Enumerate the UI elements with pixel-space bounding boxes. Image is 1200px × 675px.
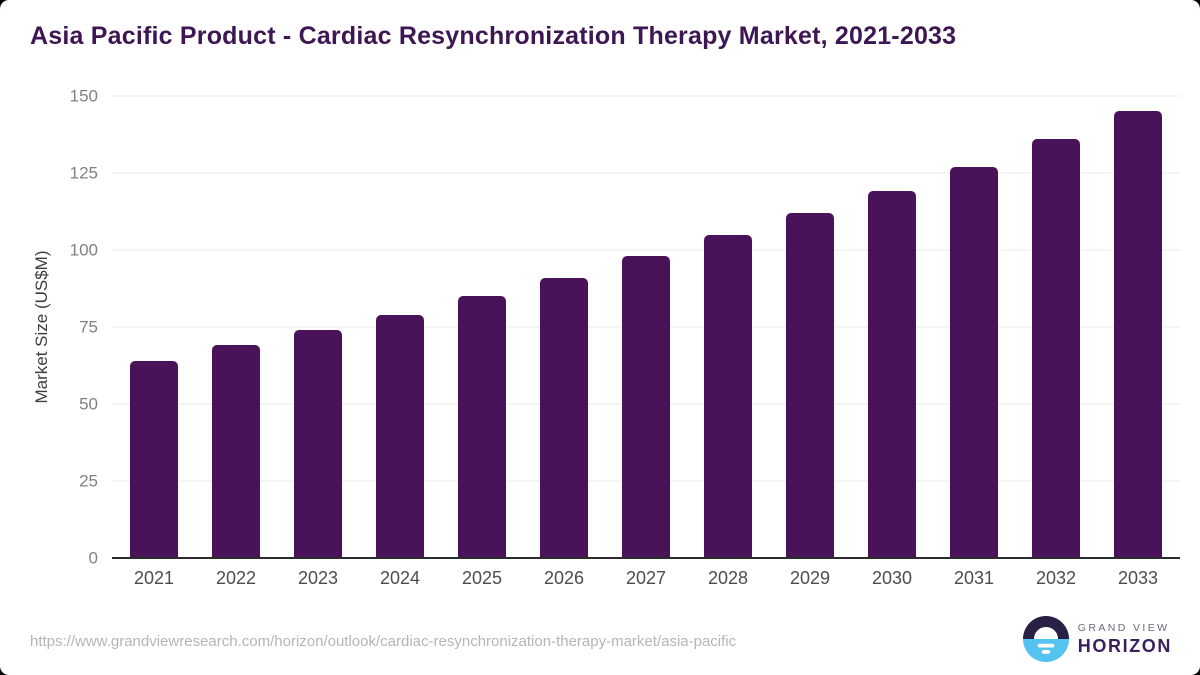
y-tick-75: 75 (79, 317, 98, 337)
x-tick-2024: 2024 (379, 568, 421, 588)
x-tick-2026: 2026 (543, 568, 585, 588)
bar-2029[interactable] (786, 213, 834, 558)
y-tick-50: 50 (79, 394, 98, 414)
y-tick-25: 25 (79, 471, 98, 491)
bar-2026[interactable] (540, 277, 588, 558)
plot-area: 0 25 50 75 100 125 150 (70, 88, 1180, 567)
x-tick-2021: 2021 (133, 568, 175, 588)
y-axis-title: Market Size (US$M) (32, 250, 51, 404)
bar-2031[interactable] (950, 166, 998, 558)
x-tick-2028: 2028 (707, 568, 749, 588)
logo-text: GRAND VIEW HORIZON (1078, 622, 1172, 657)
x-tick-2031: 2031 (953, 568, 995, 588)
source-url: https://www.grandviewresearch.com/horizo… (30, 633, 737, 650)
x-axis-baseline (112, 557, 1180, 559)
x-tick-2022: 2022 (215, 568, 257, 588)
chart-title: Asia Pacific Product - Cardiac Resynchro… (30, 22, 957, 50)
y-tick-125: 125 (69, 163, 98, 183)
sunrise-horizon-logo-icon (1022, 616, 1069, 662)
logo-text-grand-view: GRAND VIEW (1077, 621, 1170, 634)
bars-group (112, 96, 1180, 558)
x-tick-2027: 2027 (625, 568, 667, 588)
bar-2024[interactable] (376, 314, 424, 558)
bar-2028[interactable] (704, 234, 752, 558)
x-tick-2032: 2032 (1035, 568, 1077, 588)
bar-2021[interactable] (130, 360, 178, 558)
bar-2023[interactable] (294, 330, 342, 558)
bar-2022[interactable] (212, 345, 260, 558)
bar-2032[interactable] (1032, 139, 1080, 558)
bar-2025[interactable] (458, 296, 506, 558)
x-tick-2029: 2029 (789, 568, 831, 588)
x-tick-2023: 2023 (297, 568, 339, 588)
bar-2033[interactable] (1114, 111, 1162, 558)
y-tick-100: 100 (69, 240, 98, 260)
x-tick-2033: 2033 (1117, 568, 1159, 588)
y-tick-0: 0 (88, 548, 98, 568)
gridline-150 (112, 95, 1180, 97)
x-tick-2025: 2025 (461, 568, 503, 588)
logo-text-horizon: HORIZON (1077, 635, 1172, 656)
y-tick-150: 150 (69, 86, 98, 106)
gridline-125 (112, 172, 1180, 174)
bar-2027[interactable] (622, 256, 670, 558)
bar-2030[interactable] (868, 191, 916, 558)
x-tick-2030: 2030 (871, 568, 913, 588)
x-axis-labels: 2021 2022 2023 2024 2025 2026 2027 2028 2029 2030… (112, 568, 1180, 589)
grandview-horizon-logo: GRAND VIEW HORIZON (1022, 616, 1172, 662)
gridline-100 (112, 249, 1180, 251)
